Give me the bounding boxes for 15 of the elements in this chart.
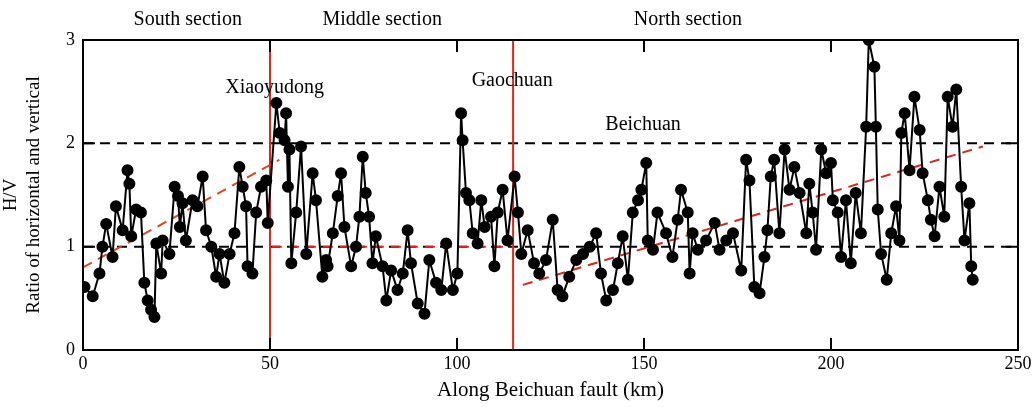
x-tick-label: 200 bbox=[817, 352, 845, 373]
y-tick-label: 3 bbox=[66, 28, 75, 49]
x-tick-label: 150 bbox=[630, 352, 658, 373]
x-axis-title: Along Beichuan fault (km) bbox=[437, 376, 664, 401]
y-tick-label: 1 bbox=[66, 235, 75, 256]
annotation: Beichuan bbox=[605, 112, 681, 135]
x-tick-label: 50 bbox=[261, 352, 279, 373]
y-tick-label: 2 bbox=[66, 132, 75, 153]
x-tick-label: 100 bbox=[443, 352, 471, 373]
text: South section bbox=[133, 7, 242, 30]
y-axis-title: H/V Ratio of horizontal and vertical bbox=[0, 76, 44, 314]
text: Middle section bbox=[322, 7, 442, 30]
text: North section bbox=[633, 7, 743, 30]
y-tick-label: 0 bbox=[66, 338, 75, 359]
x-tick-label: 250 bbox=[1004, 352, 1032, 373]
